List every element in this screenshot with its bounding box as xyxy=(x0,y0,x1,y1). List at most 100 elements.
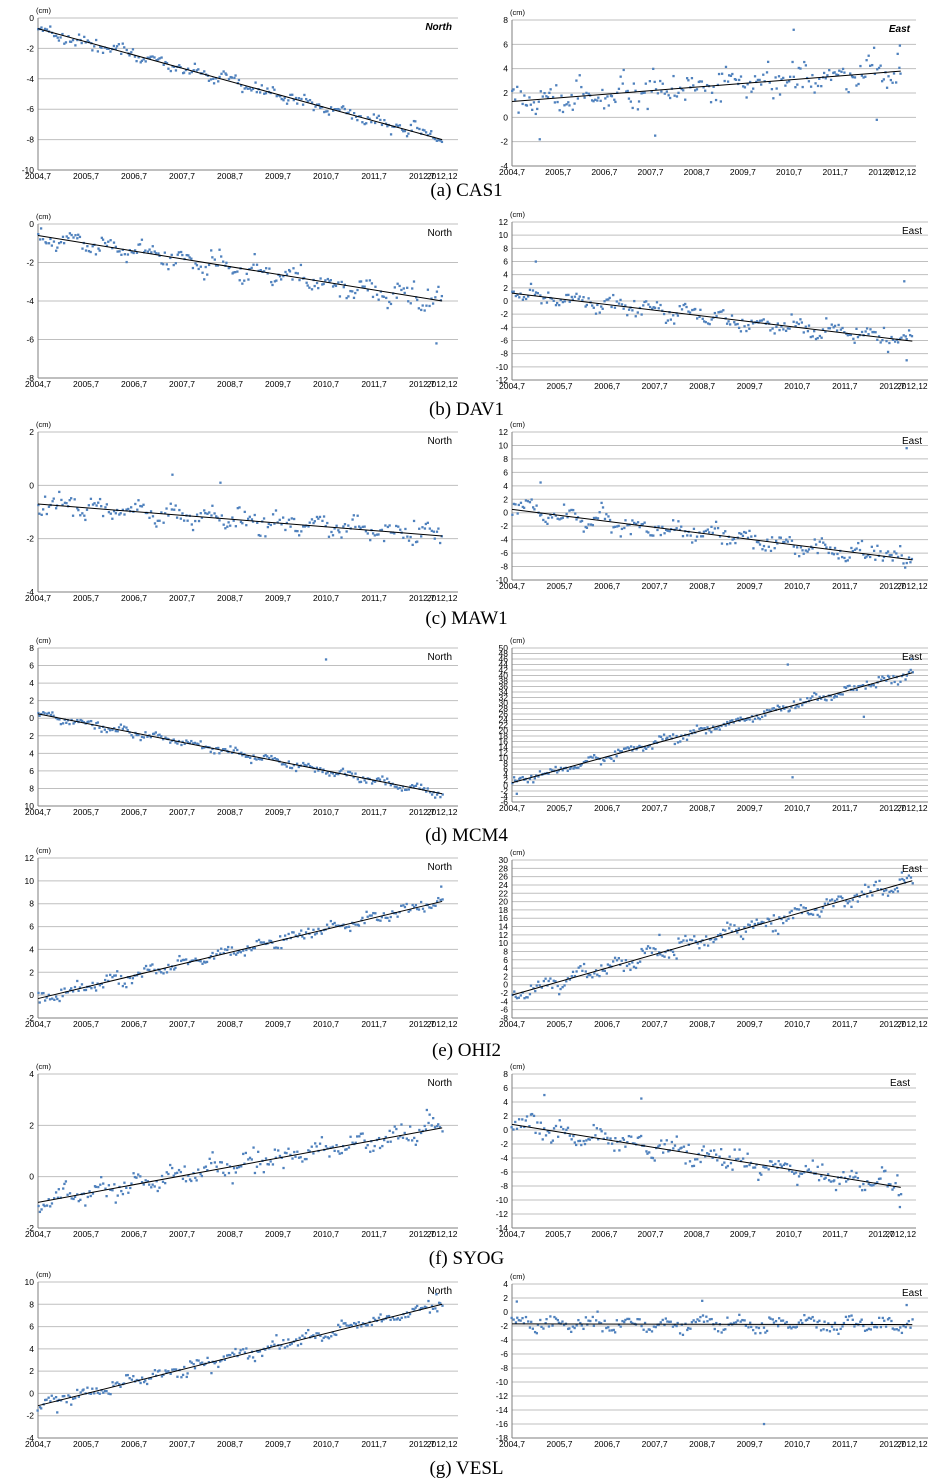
data-point xyxy=(193,62,197,65)
data-point xyxy=(417,908,421,911)
data-point xyxy=(335,772,338,776)
data-point xyxy=(340,769,343,772)
data-point xyxy=(439,1302,442,1305)
data-point xyxy=(731,1168,734,1171)
data-point xyxy=(608,518,612,522)
data-point xyxy=(197,959,200,962)
data-point xyxy=(826,74,829,77)
data-point xyxy=(547,516,550,520)
data-point xyxy=(668,96,672,100)
data-point xyxy=(38,1210,42,1214)
data-point xyxy=(591,304,594,307)
data-point xyxy=(125,726,128,729)
data-point xyxy=(711,725,715,728)
data-point xyxy=(717,311,720,314)
data-point xyxy=(715,938,718,941)
data-point xyxy=(344,926,347,930)
x-tick-label: 2012,7 xyxy=(868,167,894,177)
data-point xyxy=(207,1360,211,1364)
data-point xyxy=(760,715,764,719)
x-tick-label: 2004,7 xyxy=(499,803,525,813)
data-point xyxy=(739,330,743,333)
data-point xyxy=(811,1159,814,1162)
data-point xyxy=(669,1320,672,1323)
unit-label: (cm) xyxy=(510,420,525,429)
panel-title: East xyxy=(902,436,922,447)
data-point xyxy=(591,1315,594,1319)
data-point xyxy=(631,309,634,312)
data-point xyxy=(144,60,147,63)
data-point xyxy=(306,284,309,287)
data-point xyxy=(892,674,895,678)
data-point xyxy=(673,742,676,746)
data-point xyxy=(296,1150,299,1153)
data-point xyxy=(716,934,720,937)
y-tick-label: -2 xyxy=(500,786,508,796)
x-tick-label: 2012,7 xyxy=(409,807,435,817)
data-point xyxy=(294,934,297,937)
data-points xyxy=(511,260,914,362)
data-point xyxy=(687,1143,690,1146)
data-point xyxy=(160,262,163,265)
data-point xyxy=(140,735,144,738)
data-point xyxy=(804,64,808,67)
panel-dav1-north: 0 -2 -4 -6 -8 2004,7 2005,7 2006,7 2007,7 2008,7 2… xyxy=(25,212,458,389)
data-point xyxy=(140,1181,144,1184)
data-point xyxy=(146,1180,150,1183)
data-point xyxy=(839,895,843,898)
data-point xyxy=(37,1204,40,1208)
panel-ohi2-north: 12 10 8 6 4 2 0 -2 2004,7 2005,7 2006,7 2007,7 2008,… xyxy=(25,846,458,1029)
data-point xyxy=(904,566,907,569)
data-point xyxy=(672,74,675,78)
data-point xyxy=(561,986,564,989)
x-tick-label: 2008,7 xyxy=(689,1439,715,1449)
data-point xyxy=(316,103,319,106)
data-point xyxy=(630,1135,633,1138)
data-point xyxy=(825,317,828,320)
data-point xyxy=(119,974,123,978)
data-point xyxy=(762,318,765,321)
data-point xyxy=(224,72,227,75)
data-point xyxy=(98,1392,101,1395)
data-point xyxy=(328,1155,331,1158)
data-point xyxy=(864,687,867,690)
data-point xyxy=(855,893,859,896)
data-point xyxy=(513,990,516,993)
data-point xyxy=(662,312,666,316)
data-point xyxy=(721,928,725,932)
data-point xyxy=(748,327,751,330)
data-point xyxy=(882,555,886,559)
y-tick-label: 32 xyxy=(499,693,509,703)
data-point xyxy=(853,894,856,898)
x-tick-label: 2012,12 xyxy=(897,1019,928,1029)
y-tick-label: 14 xyxy=(499,742,509,752)
data-point xyxy=(251,520,255,523)
data-point xyxy=(667,1150,670,1153)
data-point xyxy=(561,516,564,519)
y-tick-label: -14 xyxy=(496,1405,509,1415)
data-point xyxy=(207,79,211,82)
data-point xyxy=(199,512,202,515)
data-point xyxy=(169,741,172,744)
data-point xyxy=(726,80,730,83)
x-tick-label: 2008,7 xyxy=(217,1229,243,1239)
x-tick-label: 2005,7 xyxy=(73,807,99,817)
data-point xyxy=(833,899,837,903)
panel-mcm4-north: 8 6 4 2 0 2 4 6 8 10 2004,7 2005,7 2006,7 2007,7 2008,… xyxy=(25,636,458,817)
data-point xyxy=(354,923,357,926)
data-point xyxy=(607,515,610,518)
data-point xyxy=(716,526,720,530)
data-point xyxy=(440,140,444,144)
data-point xyxy=(352,111,356,115)
data-point xyxy=(341,767,345,770)
x-tick-label: 2006,7 xyxy=(594,1439,620,1449)
data-point xyxy=(215,953,218,956)
data-point xyxy=(884,1325,888,1328)
data-point xyxy=(317,769,320,772)
data-point xyxy=(142,503,145,506)
data-point xyxy=(728,1155,731,1158)
data-point xyxy=(665,1139,668,1142)
data-point xyxy=(887,75,890,78)
data-point xyxy=(61,994,64,998)
data-point xyxy=(212,77,215,80)
